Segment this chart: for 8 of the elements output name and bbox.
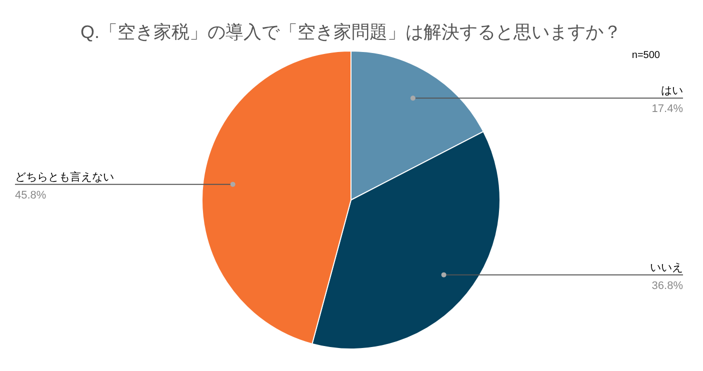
slice-label: はい: [661, 85, 683, 98]
chart-title: Q.「空き家税」の導入で「空き家問題」は解決すると思いますか？: [80, 22, 622, 42]
text: n=500: [632, 50, 660, 61]
data-label: 45.8%: [15, 189, 46, 202]
slice-label: いいえ: [650, 262, 683, 274]
slice-label: どちらとも言えない: [15, 170, 114, 184]
data-label: 36.8%: [652, 280, 684, 292]
data-label: 17.4%: [652, 103, 684, 116]
